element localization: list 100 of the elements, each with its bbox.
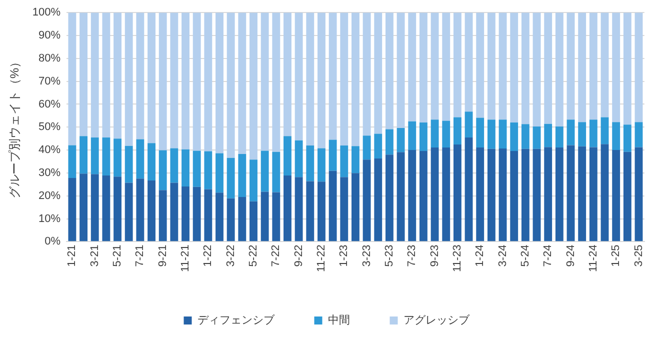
y-tick-label: 30%: [38, 166, 61, 179]
bar: [124, 182, 133, 242]
bar: [430, 120, 439, 148]
bar: [352, 12, 360, 146]
bar: [328, 170, 337, 242]
bar: [419, 12, 428, 123]
x-tick-label: 9-23: [428, 244, 441, 267]
bar: [182, 186, 190, 242]
bar: [476, 148, 484, 242]
bar: [487, 148, 496, 242]
bar: [589, 147, 598, 242]
bar: [578, 12, 586, 122]
bar: [158, 190, 167, 242]
x-tick-label: 5-23: [383, 244, 396, 267]
bar: [589, 120, 598, 148]
bar: [284, 12, 292, 136]
bar: [80, 12, 88, 136]
bar: [102, 12, 110, 138]
bar: [532, 126, 541, 149]
bar: [612, 150, 620, 242]
y-tick-label: 10%: [38, 212, 61, 225]
bar: [148, 12, 156, 144]
bar: [80, 136, 88, 174]
legend-label: ディフェンシブ: [197, 314, 276, 327]
bar: [340, 145, 348, 178]
x-tick-label: 7-22: [270, 244, 282, 267]
bar: [158, 12, 167, 150]
bar: [260, 12, 269, 151]
bar: [430, 12, 439, 120]
bar: [114, 138, 122, 177]
x-tick-label: 7-24: [542, 244, 554, 267]
x-tick-label: 1-23: [338, 244, 350, 267]
bar: [272, 192, 280, 242]
bar: [544, 147, 552, 242]
bar: [498, 120, 507, 148]
bar: [102, 175, 110, 242]
bar: [238, 154, 246, 198]
bar: [340, 12, 348, 146]
bar: [566, 12, 575, 120]
bar: [532, 148, 541, 242]
bar: [374, 134, 382, 159]
bar: [204, 189, 212, 242]
bar: [634, 147, 643, 242]
bar: [124, 146, 133, 183]
bar: [136, 12, 144, 140]
bar: [510, 12, 518, 123]
bar: [272, 12, 280, 152]
bar: [408, 121, 416, 150]
bar: [182, 12, 190, 150]
bar: [521, 124, 530, 149]
bar: [385, 154, 394, 242]
bar: [148, 143, 156, 181]
bar: [442, 120, 450, 148]
bar: [510, 122, 518, 151]
bar: [102, 137, 110, 176]
x-tick-label: 3-22: [224, 244, 237, 267]
bar: [396, 12, 405, 128]
bar: [464, 112, 473, 138]
bar: [318, 182, 326, 242]
bar: [306, 12, 314, 146]
bar: [238, 197, 246, 242]
x-tick-label: 5-21: [112, 244, 124, 267]
bar: [294, 12, 303, 140]
bar: [352, 173, 360, 242]
bar: [306, 181, 314, 242]
bar: [272, 152, 280, 192]
bar: [442, 12, 450, 121]
x-tick-label: 11-21: [180, 244, 192, 272]
bar: [476, 118, 484, 148]
bar: [68, 145, 76, 178]
bar: [612, 12, 620, 122]
bar: [90, 174, 99, 242]
bar: [328, 12, 337, 140]
bar: [623, 12, 632, 125]
bar: [226, 12, 235, 158]
x-tick-label: 11-23: [451, 244, 464, 272]
bar: [555, 126, 564, 148]
bar: [340, 177, 348, 242]
bar: [352, 146, 360, 174]
bar: [362, 136, 371, 160]
y-tick-label: 40%: [38, 144, 61, 156]
bar: [487, 12, 496, 120]
x-tick-label: 1-24: [474, 244, 486, 267]
x-tick-label: 1-21: [66, 244, 78, 267]
bar: [148, 180, 156, 242]
bar: [294, 177, 303, 242]
bar: [170, 148, 178, 183]
y-tick-label: 50%: [38, 121, 61, 134]
bar: [476, 12, 484, 118]
y-tick-label: 80%: [38, 52, 61, 64]
bar: [464, 12, 473, 112]
bar: [124, 12, 133, 146]
bar: [136, 139, 144, 179]
x-tick-label: 1-25: [610, 244, 622, 267]
bar: [578, 122, 586, 146]
bar: [226, 198, 235, 242]
bar: [544, 124, 552, 148]
bar: [566, 145, 575, 242]
x-tick-label: 3-21: [88, 244, 101, 267]
bar: [600, 144, 609, 242]
